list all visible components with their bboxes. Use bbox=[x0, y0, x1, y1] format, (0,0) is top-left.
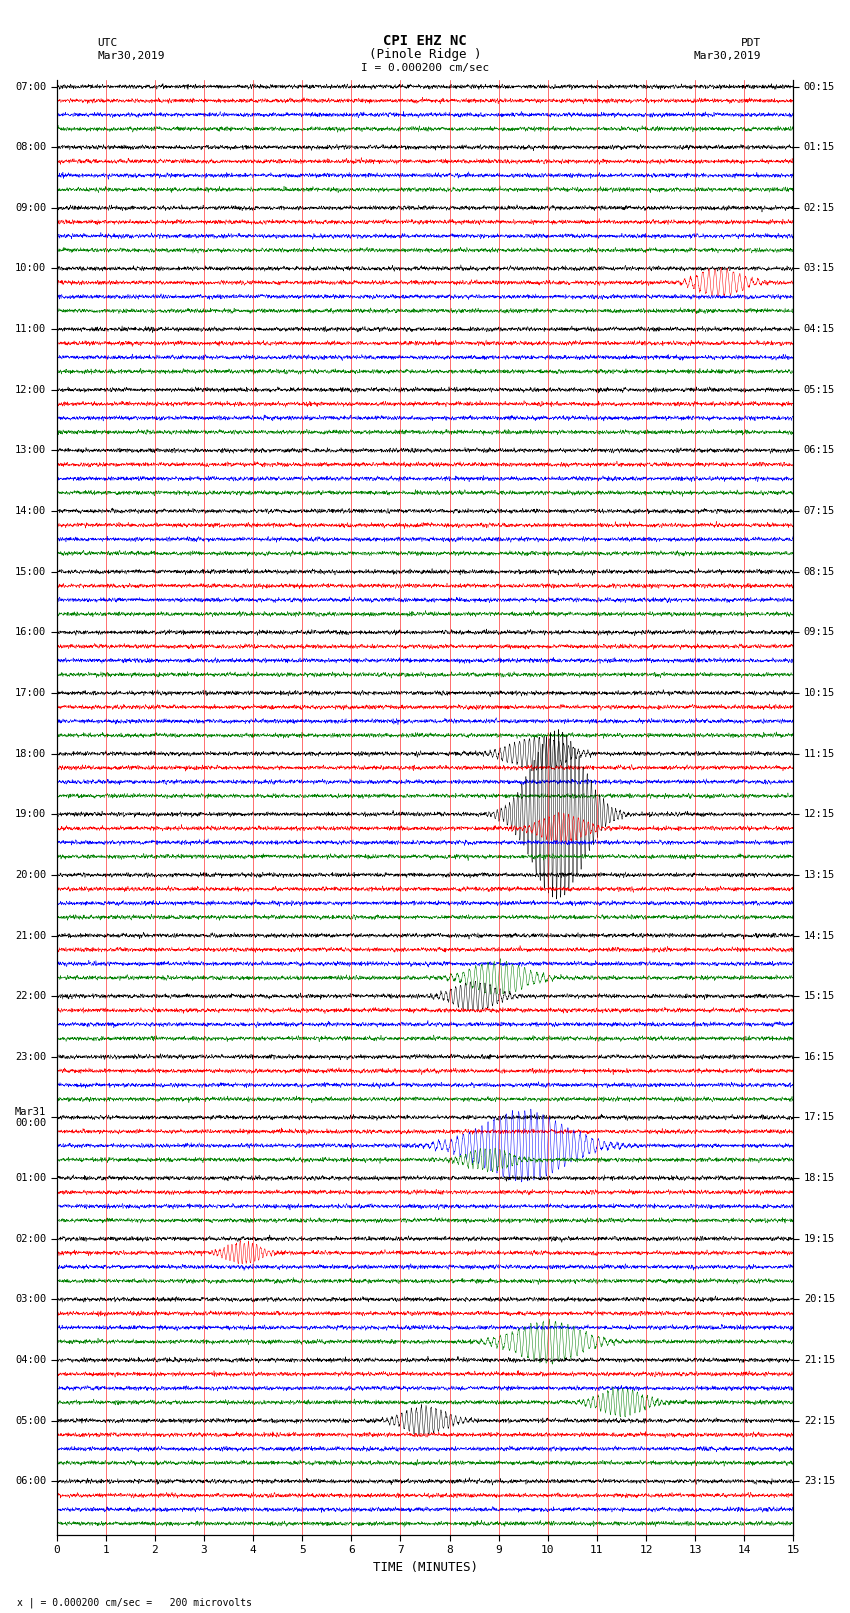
Text: x | = 0.000200 cm/sec =   200 microvolts: x | = 0.000200 cm/sec = 200 microvolts bbox=[17, 1597, 252, 1608]
Text: Mar30,2019: Mar30,2019 bbox=[98, 52, 165, 61]
Text: Mar30,2019: Mar30,2019 bbox=[694, 52, 761, 61]
X-axis label: TIME (MINUTES): TIME (MINUTES) bbox=[372, 1561, 478, 1574]
Text: CPI EHZ NC: CPI EHZ NC bbox=[383, 34, 467, 48]
Text: I = 0.000200 cm/sec: I = 0.000200 cm/sec bbox=[361, 63, 489, 73]
Text: PDT: PDT bbox=[740, 39, 761, 48]
Text: UTC: UTC bbox=[98, 39, 118, 48]
Text: (Pinole Ridge ): (Pinole Ridge ) bbox=[369, 48, 481, 61]
